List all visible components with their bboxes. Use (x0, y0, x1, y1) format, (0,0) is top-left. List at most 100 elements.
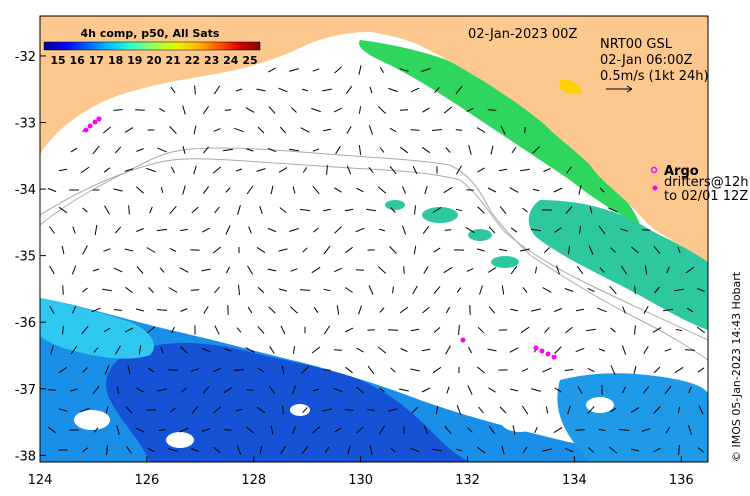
colorbar-tick-label: 15 (50, 54, 65, 67)
y-tick-label: -36 (15, 316, 36, 331)
current-arrow (653, 366, 661, 374)
current-arrow (564, 288, 574, 292)
current-arrow (545, 406, 549, 414)
current-arrow (358, 65, 362, 75)
current-arrow (301, 445, 309, 455)
current-legend-line2: 02-Jan 06:00Z (600, 53, 693, 68)
current-arrow (156, 228, 168, 232)
current-arrow (542, 448, 552, 452)
current-arrow (432, 448, 442, 452)
current-arrow (412, 285, 418, 295)
current-arrow (445, 306, 451, 314)
current-arrow (213, 406, 221, 414)
current-arrow (169, 205, 177, 215)
current-arrow (347, 445, 351, 455)
current-arrow (256, 168, 266, 172)
x-tick-label: 126 (134, 473, 159, 488)
current-arrow (168, 287, 178, 293)
current-arrow (191, 448, 199, 452)
current-arrow (698, 405, 704, 415)
current-arrow (135, 109, 145, 111)
current-arrow (379, 67, 385, 73)
bathymetry-contour (40, 147, 708, 361)
x-axis: 124 126 128 130 132 134 136 (28, 456, 694, 488)
current-arrow (577, 386, 583, 394)
current-arrow (256, 88, 266, 92)
current-arrow (477, 326, 485, 334)
current-arrow (82, 245, 88, 255)
current-arrow (58, 366, 68, 374)
current-arrow (620, 228, 628, 232)
current-arrow (413, 245, 417, 255)
current-arrow (344, 208, 354, 212)
current-arrow (535, 266, 537, 274)
current-arrow (124, 168, 134, 172)
current-arrow (214, 286, 220, 294)
current-arrow (82, 367, 88, 373)
current-arrow (433, 247, 441, 253)
current-arrow (642, 386, 650, 394)
current-arrow (49, 305, 55, 315)
current-arrow (378, 228, 386, 232)
current-arrow (445, 147, 451, 153)
current-arrow (126, 446, 132, 454)
current-arrow (478, 406, 484, 414)
current-arrow (323, 288, 331, 292)
current-arrow (641, 428, 651, 432)
current-arrow (157, 147, 167, 153)
current-arrow (58, 408, 68, 412)
current-arrow (477, 206, 485, 214)
current-arrow (422, 225, 430, 235)
current-arrow (564, 447, 574, 453)
current-arrow (202, 227, 210, 233)
current-arrow (301, 88, 309, 92)
current-arrow (466, 268, 474, 272)
colorbar-tick-label: 25 (242, 54, 257, 67)
colorbar-tick-label: 19 (127, 54, 142, 67)
current-arrow (135, 308, 145, 312)
current-arrow (643, 345, 649, 355)
current-arrow (326, 165, 328, 175)
y-tick-label: -34 (15, 183, 36, 198)
current-arrow (104, 365, 110, 375)
current-arrow (456, 287, 462, 293)
current-arrow (358, 106, 362, 114)
current-arrow (619, 429, 629, 431)
current-arrow (235, 168, 243, 172)
current-arrow (233, 369, 245, 371)
current-arrow (124, 127, 134, 133)
current-arrow (125, 406, 133, 414)
current-arrow (587, 406, 595, 414)
current-arrow (136, 387, 144, 393)
sst-field-coast (528, 200, 708, 330)
current-arrow (81, 447, 89, 453)
current-arrow (567, 405, 571, 415)
current-arrow (554, 308, 562, 312)
current-arrow (432, 366, 442, 374)
current-arrow (688, 386, 692, 394)
current-arrow (542, 367, 552, 373)
current-arrow (554, 387, 562, 393)
y-tick-label: -38 (15, 449, 36, 464)
current-arrow (61, 245, 65, 255)
current-arrow (358, 145, 362, 155)
current-arrow (203, 146, 209, 154)
current-arrow (411, 406, 419, 414)
current-arrow (663, 308, 673, 312)
current-arrow (389, 127, 397, 133)
current-arrow (653, 447, 661, 453)
current-arrow (267, 147, 277, 153)
current-arrow (379, 425, 385, 435)
current-arrow (633, 365, 637, 375)
current-arrow (149, 206, 153, 214)
current-arrow (334, 267, 342, 273)
x-tick-label: 134 (562, 473, 587, 488)
current-arrow (553, 426, 563, 434)
current-arrow (423, 266, 429, 274)
current-arrow (566, 166, 572, 174)
current-arrow (389, 165, 397, 175)
current-arrow (225, 187, 231, 193)
current-arrow (236, 445, 242, 455)
current-arrow (102, 288, 112, 292)
current-arrow (664, 348, 672, 352)
